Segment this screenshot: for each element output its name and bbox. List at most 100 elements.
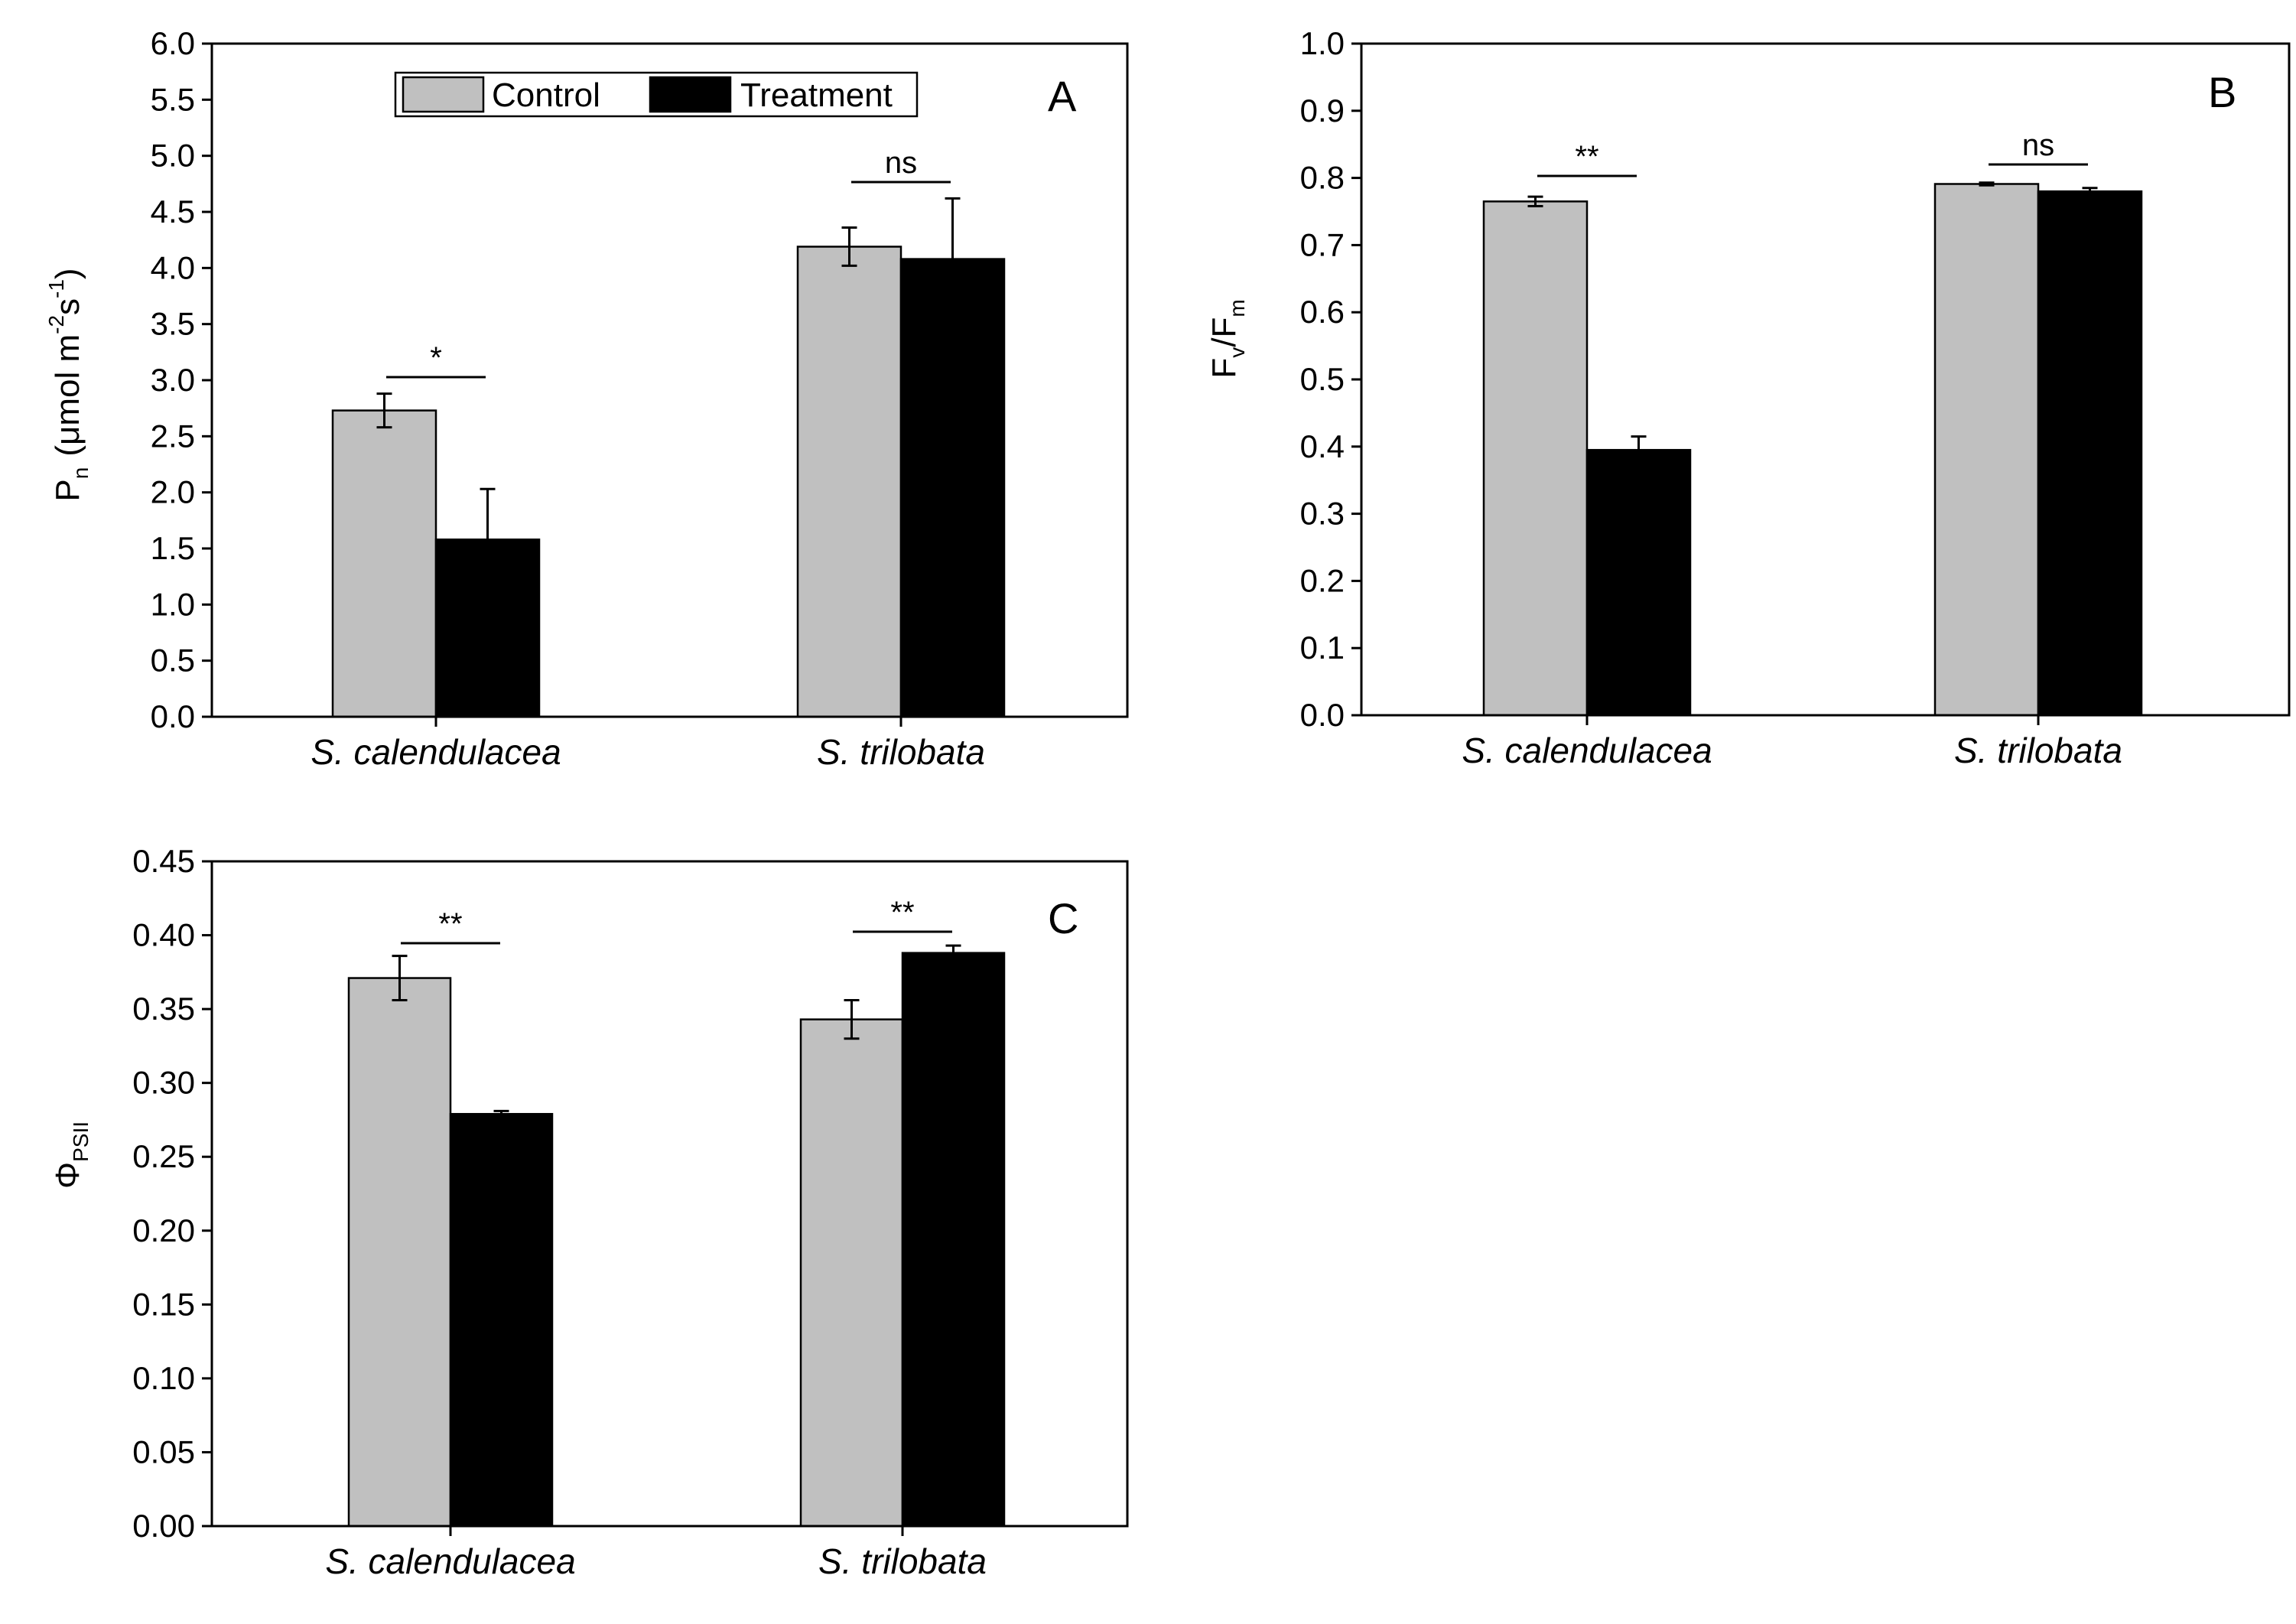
panel-b-significance-label: ns — [2022, 129, 2054, 162]
panel-a-significance-label: ns — [885, 146, 917, 180]
panel-a-y-tick-label: 6.0 — [151, 25, 195, 61]
panel-c-bar-treatment — [449, 1112, 554, 1528]
panel-a-y-tick-label: 0.0 — [151, 698, 195, 734]
panel-c-x-tick-label: S. calendulacea — [325, 1541, 575, 1581]
y-label-slash-f: /F — [1205, 317, 1243, 347]
panel-b-y-tick-label: 1.0 — [1300, 25, 1345, 61]
panel-a-x-tick-label: S. calendulacea — [311, 732, 561, 772]
panel-a-y-tick-label: 0.5 — [151, 643, 195, 679]
panel-b-category-labels: S. calendulacea S. trilobata — [1462, 715, 2122, 770]
panel-c-y-tick-label: 0.20 — [132, 1212, 195, 1248]
panel-c-significance: ** ** — [401, 896, 952, 945]
panel-c-y-axis-label: ΦPSII — [49, 1121, 93, 1189]
panel-a-y-tick-label: 4.5 — [151, 194, 195, 229]
panel-b-y-axis-label: Fv/Fm — [1205, 299, 1249, 378]
y-label-close: ) — [49, 268, 86, 279]
y-label-exponent-2: -1 — [44, 279, 68, 298]
panel-b-significance-label: ** — [1575, 140, 1598, 174]
panel-b-bars — [1482, 183, 2143, 717]
panel-b-y-tick-label: 0.9 — [1300, 93, 1345, 129]
panel-c-letter: C — [1048, 894, 1078, 942]
panel-a-y-tick-label: 5.0 — [151, 138, 195, 174]
panel-b-y-ticks: 0.0 0.1 0.2 0.3 0.4 0.5 0.6 0.7 0.8 0.9 1.0 — [1300, 25, 1361, 733]
panel-b-bar-treatment — [2037, 190, 2143, 717]
legend-label-control: Control — [492, 76, 600, 114]
panel-a-y-tick-label: 2.5 — [151, 418, 195, 454]
y-label-sub-psii: PSII — [69, 1121, 93, 1162]
panel-b-y-tick-label: 0.2 — [1300, 562, 1345, 598]
panel-a-y-tick-label: 1.5 — [151, 530, 195, 566]
panel-c-bar-control — [799, 1018, 904, 1528]
panel-c-bars — [347, 952, 1006, 1528]
panel-c-y-tick-label: 0.15 — [132, 1286, 195, 1322]
panel-a-error-bars — [376, 197, 961, 591]
panel-b-y-tick-label: 0.0 — [1300, 697, 1345, 733]
legend-label-treatment: Treatment — [740, 76, 893, 114]
panel-b-x-tick-label: S. calendulacea — [1462, 731, 1712, 770]
panel-a-significance: * ns — [386, 146, 951, 379]
panel-a-y-tick-label: 1.0 — [151, 586, 195, 622]
panel-a-bars — [331, 246, 1006, 718]
panel-b-letter: B — [2208, 68, 2236, 116]
panel-c-bar-control — [347, 977, 452, 1528]
panel-c-y-tick-label: 0.40 — [132, 917, 195, 953]
panel-c-y-tick-label: 0.00 — [132, 1508, 195, 1544]
panel-c-y-tick-label: 0.35 — [132, 991, 195, 1027]
panel-c-error-bars — [392, 944, 961, 1118]
panel-b-bar-treatment — [1585, 448, 1692, 717]
panel-b-bar-control — [1933, 183, 2040, 717]
panel-a-bar-treatment — [899, 258, 1006, 718]
panel-a-letter: A — [1048, 72, 1077, 120]
panel-a-chart: * ns 0.0 0.5 1.0 1.5 2.0 2.5 3.0 3.5 4.0 4.5 5.0 5.5… — [44, 25, 1129, 772]
panel-c-significance-label: ** — [438, 907, 462, 941]
panel-b-y-tick-label: 0.7 — [1300, 226, 1345, 262]
panel-b-error-bars — [1527, 181, 2098, 464]
panel-b-bar-control — [1482, 200, 1589, 717]
panel-a-significance-label: * — [430, 341, 442, 375]
panel-c-category-labels: S. calendulacea S. trilobata — [325, 1526, 987, 1581]
panel-c-plot-frame — [210, 860, 1129, 1528]
panel-c-x-tick-label: S. trilobata — [818, 1541, 987, 1581]
panel-c-y-tick-label: 0.05 — [132, 1434, 195, 1469]
panel-b-x-tick-label: S. trilobata — [1954, 731, 2122, 770]
panel-b-y-tick-label: 0.8 — [1300, 160, 1345, 196]
panel-a-category-labels: S. calendulacea S. trilobata — [311, 717, 985, 772]
panel-a-y-tick-label: 5.5 — [151, 81, 195, 117]
panel-b-y-tick-label: 0.5 — [1300, 361, 1345, 397]
y-label-sub-m: m — [1225, 299, 1249, 317]
y-label-f: F — [1205, 358, 1243, 379]
panel-a-bar-control — [331, 409, 437, 718]
legend-swatch-treatment — [649, 76, 732, 113]
legend-swatch-control — [402, 76, 485, 113]
panel-a-bar-control — [796, 246, 902, 718]
y-label-unit: (μmol m — [49, 334, 86, 457]
panel-c-y-tick-label: 0.45 — [132, 843, 195, 879]
panel-a-legend: Control Treatment — [394, 71, 919, 118]
panel-b-y-tick-label: 0.4 — [1300, 428, 1345, 464]
panel-a-y-tick-label: 4.0 — [151, 249, 195, 285]
panel-b-y-tick-label: 0.3 — [1300, 496, 1345, 532]
y-label-symbol: P — [49, 479, 86, 501]
panel-a-y-axis-label: Pn (μmol m-2s-1) — [44, 268, 93, 501]
panel-c-y-ticks: 0.00 0.05 0.10 0.15 0.20 0.25 0.30 0.35 0.40 0.45 — [132, 843, 212, 1544]
panel-c-y-tick-label: 0.10 — [132, 1360, 195, 1396]
panel-c-y-tick-label: 0.25 — [132, 1138, 195, 1174]
panel-a-y-tick-label: 2.0 — [151, 474, 195, 510]
panel-c-y-tick-label: 0.30 — [132, 1065, 195, 1101]
panel-a-y-tick-label: 3.0 — [151, 362, 195, 398]
panel-a-y-ticks: 0.0 0.5 1.0 1.5 2.0 2.5 3.0 3.5 4.0 4.5 5.0 5.5 6.0 — [151, 25, 212, 734]
panel-b-chart: ** ns 0.0 0.1 0.2 0.3 0.4 0.5 0.6 0.7 0.8 0.9 1.0 S… — [1205, 25, 2291, 770]
panel-a-y-tick-label: 3.5 — [151, 306, 195, 342]
panel-a-x-tick-label: S. trilobata — [817, 732, 985, 772]
panel-b-y-tick-label: 0.1 — [1300, 630, 1345, 666]
y-label-exponent-1: -2 — [44, 315, 68, 334]
y-label-unit-s: s — [49, 298, 86, 315]
y-label-sub-v: v — [1225, 347, 1249, 358]
y-label-phi: Φ — [49, 1162, 86, 1189]
panel-b-y-tick-label: 0.6 — [1300, 294, 1345, 330]
panel-c-significance-label: ** — [890, 896, 914, 929]
panel-c-bar-treatment — [901, 952, 1006, 1528]
panel-c-chart: ** ** 0.00 0.05 0.10 0.15 0.20 0.25 0.30 0.35 0.4… — [49, 843, 1129, 1581]
panel-b-significance: ** ns — [1537, 129, 2088, 177]
